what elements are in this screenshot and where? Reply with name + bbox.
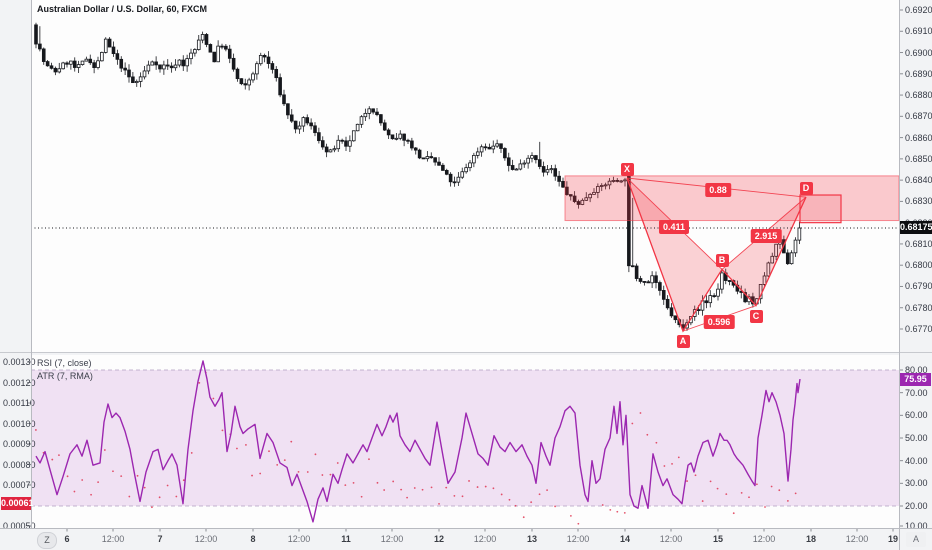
pattern-point-label-b[interactable]: B (715, 254, 729, 268)
time-tick-label: 7 (157, 534, 163, 544)
time-axis-border (0, 528, 932, 529)
triangle-xab (627, 178, 722, 332)
pattern-point-label-c[interactable]: C (749, 309, 763, 323)
rsi-band (31, 370, 899, 506)
right-axis-border (899, 0, 900, 550)
time-tick-label: 6 (64, 534, 70, 544)
pattern-point-label-x[interactable]: X (620, 163, 634, 176)
pattern-ratio-label[interactable]: 2.915 (750, 229, 782, 243)
atr-tick-label: 0.00090 (3, 439, 36, 449)
time-tick-label: 8 (250, 534, 256, 544)
rsi-tick-label: 60.00 (905, 410, 928, 421)
time-tick-label: 12:00 (380, 534, 404, 544)
indicator-plots[interactable] (34, 360, 801, 525)
rsi-tick-label: 40.00 (905, 455, 928, 466)
auto-scale-button[interactable]: A (906, 532, 926, 547)
rsi-tick-label: 30.00 (905, 478, 928, 489)
atr-indicator-label[interactable]: ATR (7, RMA) (37, 371, 93, 381)
time-tick-label: 12:00 (194, 534, 218, 544)
pattern-ratio-label[interactable]: 0.411 (658, 220, 690, 234)
atr-tick-label: 0.00120 (3, 377, 36, 388)
symbol-title[interactable]: Australian Dollar / U.S. Dollar, 60, FXC… (37, 4, 208, 14)
time-tick-label: 12:00 (101, 534, 125, 544)
pattern-point-label-a[interactable]: A (676, 335, 690, 349)
time-tick-label: 18 (805, 534, 817, 544)
atr-tick-label: 0.00050 (3, 521, 36, 531)
rsi-tick-label: 10.00 (905, 521, 928, 531)
atr-tick-label: 0.00130 (3, 357, 36, 367)
time-tick-label: 12:00 (473, 534, 497, 544)
atr-tick-label: 0.00100 (3, 418, 36, 429)
atr-tick-label: 0.00110 (3, 398, 35, 408)
last-price-badge: 0.68175 (900, 221, 932, 235)
atr-value-badge: 0.00061 (1, 496, 34, 510)
time-tick-label: 12:00 (845, 534, 869, 544)
left-axis-border (31, 0, 32, 528)
time-tick-label: 14 (619, 534, 631, 544)
time-tick-label: 12:00 (752, 534, 776, 544)
time-tick-label: 11 (341, 534, 351, 544)
price-tick-label: 0.67700 (905, 324, 932, 334)
pane-separator[interactable] (0, 352, 932, 353)
price-pane-bg (31, 0, 899, 353)
atr-tick-label: 0.00070 (3, 480, 36, 490)
rsi-indicator-label[interactable]: RSI (7, close) (37, 358, 92, 368)
rsi-tick-label: 70.00 (905, 387, 928, 398)
rsi-line (35, 360, 801, 523)
time-tick-label: 12:00 (659, 534, 683, 544)
pattern-ratio-label[interactable]: 0.88 (705, 183, 731, 197)
time-tick-label: 19 (887, 534, 899, 544)
rsi-value-badge: 75.95 (900, 372, 931, 386)
target-rectangle (799, 194, 842, 224)
pattern-point-label-d[interactable]: D (799, 182, 813, 196)
prz-rectangle (564, 175, 899, 222)
rsi-tick-label: 50.00 (905, 433, 928, 443)
timezone-button[interactable]: Z (37, 532, 57, 549)
atr-tick-label: 0.00080 (3, 459, 36, 470)
triangle-bcd (722, 197, 806, 306)
indicator-pane-bg (31, 355, 899, 528)
time-tick-label: 15 (712, 534, 724, 544)
pattern-ratio-label[interactable]: 0.596 (703, 315, 735, 329)
time-tick-label: 13 (526, 534, 538, 544)
rsi-tick-label: 20.00 (905, 501, 928, 511)
time-tick-label: 12:00 (566, 534, 590, 544)
time-tick-label: 12:00 (287, 534, 311, 544)
rsi-tick-label: 80.00 (905, 365, 928, 375)
time-tick-label: 12 (433, 534, 445, 544)
